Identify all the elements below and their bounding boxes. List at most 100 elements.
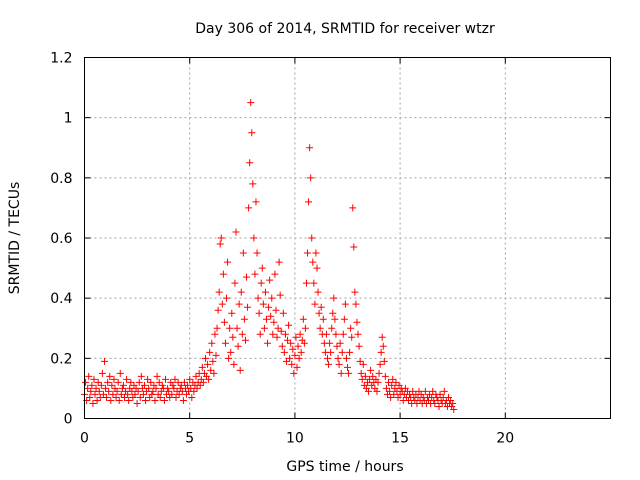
data-point — [208, 339, 216, 347]
data-point — [221, 339, 229, 347]
data-point — [355, 342, 363, 350]
data-point — [262, 315, 270, 323]
data-point — [107, 396, 115, 404]
data-point — [244, 303, 252, 311]
data-point — [336, 339, 344, 347]
data-point — [267, 312, 275, 320]
data-point — [231, 279, 239, 287]
data-point — [228, 309, 236, 317]
data-point — [116, 369, 124, 377]
data-point — [136, 393, 144, 401]
data-point — [287, 339, 295, 347]
data-point — [436, 390, 444, 398]
data-point — [120, 393, 128, 401]
data-point — [260, 324, 268, 332]
data-point — [152, 384, 160, 392]
data-point — [264, 339, 272, 347]
data-point — [179, 396, 187, 404]
data-point — [350, 243, 358, 251]
data-point — [386, 387, 394, 395]
data-point — [299, 315, 307, 323]
data-point — [220, 318, 228, 326]
data-point — [215, 288, 223, 296]
data-point — [156, 393, 164, 401]
data-point — [155, 378, 163, 386]
data-point — [204, 360, 212, 368]
data-point — [230, 360, 238, 368]
y-tick-label: 0.8 — [50, 171, 72, 187]
data-point — [293, 363, 301, 371]
data-point — [381, 372, 389, 380]
data-point — [322, 330, 330, 338]
data-point — [296, 330, 304, 338]
x-tick-label: 5 — [185, 431, 194, 447]
data-point — [247, 99, 255, 107]
data-point — [192, 372, 200, 380]
data-point — [85, 372, 93, 380]
data-point — [330, 294, 338, 302]
data-point — [115, 396, 123, 404]
data-point — [82, 378, 90, 386]
data-point — [273, 333, 281, 341]
data-point — [226, 324, 234, 332]
data-point — [310, 279, 318, 287]
data-point — [98, 369, 106, 377]
data-point — [133, 399, 141, 407]
data-point — [206, 348, 214, 356]
data-point — [311, 300, 319, 308]
data-point — [351, 288, 359, 296]
data-point — [338, 348, 346, 356]
data-point — [329, 309, 337, 317]
data-point — [251, 270, 259, 278]
data-point — [270, 318, 278, 326]
data-point — [187, 384, 195, 392]
data-point — [233, 324, 241, 332]
data-point — [224, 258, 232, 266]
data-point — [119, 381, 127, 389]
data-point — [117, 390, 125, 398]
data-point — [354, 330, 362, 338]
data-point — [339, 330, 347, 338]
data-point — [280, 348, 288, 356]
data-point — [352, 300, 360, 308]
tick-labels: 0 0.2 0.4 0.6 0.8 1 1.2 0 5 10 15 20 — [50, 51, 514, 447]
data-point — [348, 333, 356, 341]
data-point — [106, 372, 114, 380]
data-point — [316, 324, 324, 332]
data-point — [269, 330, 277, 338]
data-point — [302, 279, 310, 287]
data-point — [243, 273, 251, 281]
data-point — [190, 387, 198, 395]
data-point — [312, 249, 320, 257]
data-point — [198, 363, 206, 371]
data-point — [175, 390, 183, 398]
data-point — [108, 381, 116, 389]
data-point — [131, 390, 139, 398]
data-point — [291, 351, 299, 359]
data-point — [234, 342, 242, 350]
data-point — [340, 315, 348, 323]
data-point — [380, 357, 388, 365]
data-points — [81, 99, 458, 413]
x-tick-label: 15 — [391, 431, 409, 447]
data-point — [109, 390, 117, 398]
data-point — [421, 387, 429, 395]
data-point — [344, 363, 351, 371]
data-point — [252, 198, 260, 206]
data-point — [250, 234, 258, 242]
data-point — [377, 348, 385, 356]
data-point — [335, 360, 343, 368]
data-point — [90, 375, 98, 383]
data-point — [290, 369, 298, 377]
data-point — [201, 354, 209, 362]
data-point — [118, 384, 126, 392]
data-point — [240, 315, 248, 323]
data-point — [148, 390, 156, 398]
data-point — [257, 279, 265, 287]
data-point — [277, 327, 285, 335]
data-point — [328, 324, 336, 332]
data-point — [286, 354, 294, 362]
data-point — [382, 384, 390, 392]
data-point — [245, 204, 253, 212]
data-point — [145, 384, 153, 392]
